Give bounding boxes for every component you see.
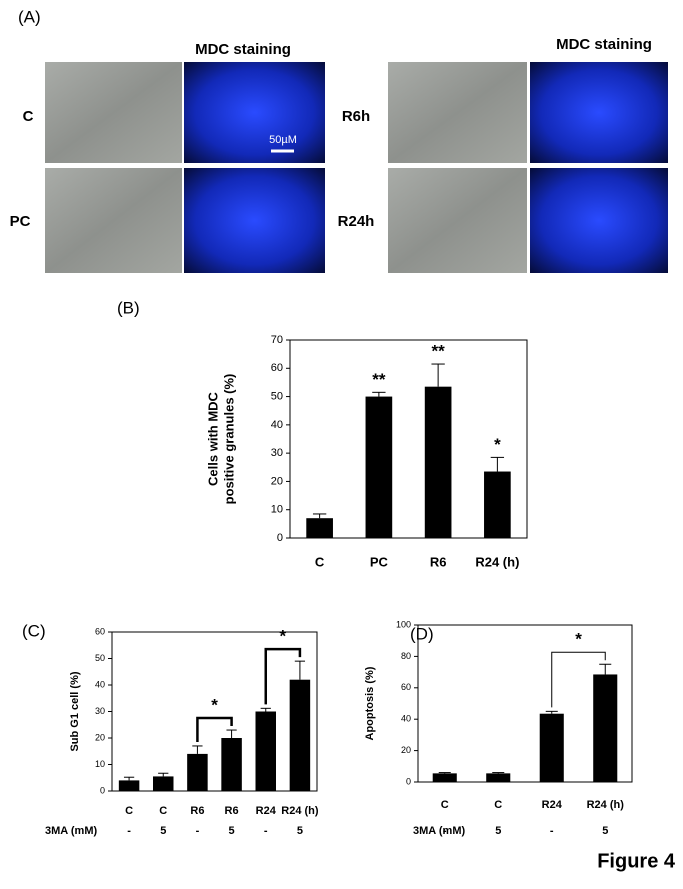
y-tick-label: 20 — [271, 475, 283, 487]
x-tick-label: R24 — [256, 805, 277, 817]
row-value: - — [196, 825, 200, 837]
figure-label: Figure 4 — [597, 850, 676, 872]
x-tick-label: C — [441, 799, 449, 811]
y-tick-label: 40 — [271, 419, 283, 431]
y-tick-label: 60 — [401, 682, 411, 692]
bracket-label: * — [211, 696, 218, 715]
x-tick-label: R24 — [542, 799, 563, 811]
row-value: - — [443, 825, 447, 837]
heading: MDC staining — [195, 41, 291, 58]
y-tick-label: 20 — [401, 745, 411, 755]
row-value: - — [127, 825, 131, 837]
row-value: - — [550, 825, 554, 837]
panel-a: (A) MDC staining MDC staining C PC R6h R… — [10, 7, 668, 273]
row-value: 5 — [297, 825, 303, 837]
row-value: 5 — [495, 825, 501, 837]
bracket — [196, 716, 233, 742]
y-tick-label: 0 — [277, 532, 283, 544]
y-axis-label: positive granules (%) — [221, 374, 236, 505]
row-label: C — [23, 108, 34, 125]
y-tick-label: 100 — [396, 619, 411, 629]
micrograph — [184, 168, 325, 273]
y-axis-label: Apoptosis (%) — [364, 666, 376, 740]
row-label: R6h — [342, 108, 370, 125]
x-tick-label: R6 — [430, 554, 447, 569]
y-axis-label: Sub G1 cell (%) — [69, 671, 81, 751]
x-tick-label: R24 (h) — [475, 554, 519, 569]
y-tick-label: 40 — [401, 714, 411, 724]
bar — [593, 674, 618, 782]
x-tick-label: R6 — [190, 805, 204, 817]
y-tick-label: 10 — [95, 759, 105, 769]
bar — [187, 753, 208, 791]
y-tick-label: 30 — [271, 447, 283, 459]
row-label: PC — [10, 213, 31, 230]
bracket — [551, 651, 606, 708]
micrograph — [45, 168, 182, 273]
x-tick-label: C — [494, 799, 502, 811]
significance: ** — [432, 342, 446, 361]
y-tick-label: 50 — [271, 390, 283, 402]
row-value: 5 — [602, 825, 608, 837]
micrograph — [530, 168, 668, 273]
scale-bar-label: 50µM — [269, 134, 297, 146]
plot-frame — [289, 339, 528, 539]
row-label: R24h — [338, 213, 375, 230]
bracket — [264, 647, 302, 705]
row-value: - — [264, 825, 268, 837]
bar — [424, 386, 452, 538]
bracket-label: * — [280, 627, 287, 646]
row-label: 3MA (mM) — [413, 825, 465, 837]
y-tick-label: 80 — [401, 651, 411, 661]
bar — [221, 738, 242, 791]
significance: * — [494, 435, 501, 454]
y-tick-label: 0 — [100, 785, 105, 795]
significance: ** — [372, 370, 386, 389]
panel-label: (C) — [22, 621, 46, 640]
row-value: 5 — [229, 825, 235, 837]
bar — [306, 518, 333, 538]
micrograph — [530, 62, 668, 163]
y-tick-label: 0 — [406, 776, 411, 786]
micrograph — [388, 168, 527, 273]
x-tick-label: PC — [370, 554, 389, 569]
y-tick-label: 30 — [95, 706, 105, 716]
bar — [484, 471, 511, 538]
bar — [289, 679, 311, 791]
bar — [539, 713, 564, 782]
panel-label: (D) — [410, 624, 434, 643]
y-tick-label: 60 — [271, 362, 283, 374]
row-label: 3MA (mM) — [45, 825, 97, 837]
micrograph — [184, 62, 325, 163]
heading: MDC staining — [556, 36, 652, 53]
bar — [486, 773, 511, 782]
y-tick-label: 10 — [271, 504, 283, 516]
y-tick-label: 70 — [271, 334, 283, 346]
x-tick-label: C — [159, 805, 167, 817]
panel-label: (A) — [18, 7, 41, 26]
bar — [255, 711, 276, 791]
bar — [432, 773, 457, 782]
bar — [118, 780, 140, 791]
bar — [153, 776, 174, 791]
x-tick-label: R24 (h) — [281, 805, 319, 817]
micrograph — [45, 62, 182, 163]
bracket-label: * — [575, 630, 582, 649]
y-tick-label: 60 — [95, 626, 105, 636]
y-tick-label: 40 — [95, 679, 105, 689]
x-tick-label: R6 — [225, 805, 239, 817]
y-tick-label: 20 — [95, 732, 105, 742]
x-tick-label: C — [125, 805, 133, 817]
x-tick-label: R24 (h) — [587, 799, 625, 811]
plot-frame — [417, 624, 633, 783]
micrograph — [388, 62, 527, 163]
row-value: 5 — [160, 825, 166, 837]
x-tick-label: C — [315, 554, 325, 569]
bar — [365, 396, 393, 538]
y-axis-label: Cells with MDC — [205, 391, 220, 486]
panel-label: (B) — [117, 298, 140, 317]
y-tick-label: 50 — [95, 653, 105, 663]
